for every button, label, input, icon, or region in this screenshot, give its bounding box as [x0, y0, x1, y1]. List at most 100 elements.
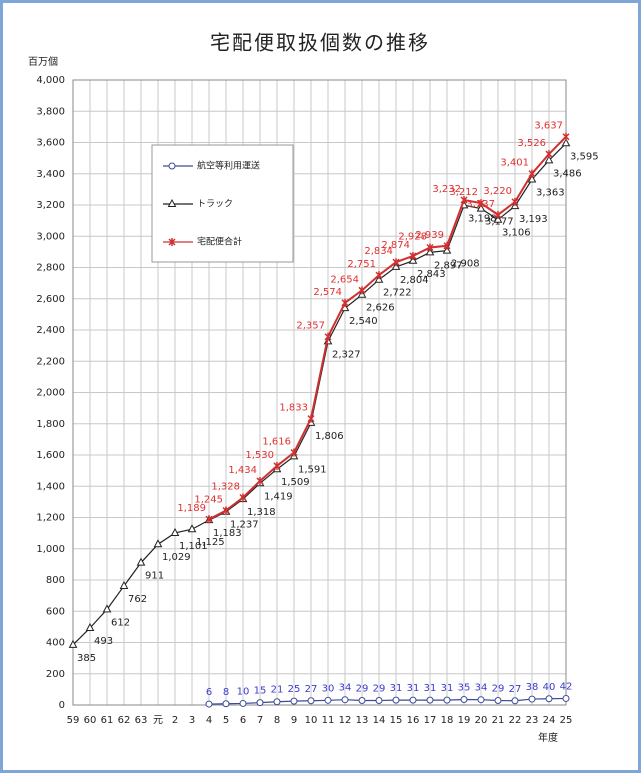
data-label: 2,357: [296, 321, 325, 332]
point: [511, 697, 519, 705]
y-tick-label: 1,600: [36, 450, 65, 461]
data-label: 8: [223, 687, 229, 698]
point: [85, 622, 95, 631]
data-label: 1,806: [315, 431, 344, 442]
data-label: 1,029: [162, 552, 191, 563]
y-tick-label: 2,200: [36, 356, 65, 367]
x-tick-label: 4: [206, 715, 212, 726]
y-tick-label: 400: [46, 638, 65, 649]
data-label: 3,486: [553, 168, 582, 179]
data-label: 25: [288, 684, 301, 695]
y-tick-label: 1,200: [36, 513, 65, 524]
x-tick-label: 6: [240, 715, 246, 726]
data-label: 29: [373, 683, 386, 694]
point: [528, 695, 536, 703]
data-label: 30: [322, 683, 335, 694]
data-label: 3,193: [519, 214, 548, 225]
point: [460, 696, 468, 704]
y-tick-label: 0: [59, 700, 65, 711]
y-tick-label: 2,000: [36, 388, 65, 399]
x-tick-label: 13: [356, 715, 369, 726]
data-label: 3,212: [449, 187, 478, 198]
data-label: 10: [237, 686, 250, 697]
data-label: 3,526: [517, 138, 546, 149]
x-tick-label: 59: [67, 715, 80, 726]
data-label: 1,509: [281, 477, 310, 488]
data-label: 3,401: [500, 158, 529, 169]
data-label: 27: [305, 684, 318, 695]
data-label: 2,804: [400, 275, 429, 286]
data-label: 2,654: [330, 274, 359, 285]
data-label: 1,101: [179, 541, 208, 552]
point: [358, 696, 366, 704]
point: [119, 580, 129, 589]
point: [426, 696, 434, 704]
x-tick-label: 23: [526, 715, 539, 726]
y-tick-label: 1,400: [36, 481, 65, 492]
data-label: 3,232: [432, 184, 461, 195]
data-label: 3,137: [466, 199, 495, 210]
point: [170, 527, 180, 536]
data-label: 2,626: [366, 303, 395, 314]
point: [527, 174, 537, 183]
data-label: 2,574: [313, 287, 342, 298]
x-tick-label: 18: [441, 715, 454, 726]
point: [494, 210, 502, 219]
x-tick-label: 15: [390, 715, 403, 726]
x-tick-label: 63: [135, 715, 148, 726]
data-label: 612: [111, 617, 130, 628]
data-label: 911: [145, 571, 164, 582]
plot-border: [72, 79, 567, 706]
x-tick-label: 9: [291, 715, 297, 726]
legend-label: トラック: [197, 199, 233, 210]
y-tick-label: 3,200: [36, 200, 65, 211]
point: [324, 696, 332, 704]
data-label: 42: [560, 681, 573, 692]
x-tick-label: 10: [305, 715, 318, 726]
x-tick-label: 62: [118, 715, 131, 726]
x-axis-label: 年度: [538, 731, 558, 744]
data-label: 3,220: [483, 186, 512, 197]
data-label: 40: [543, 682, 556, 693]
data-label: 29: [356, 683, 369, 694]
series-line: [208, 136, 567, 521]
data-label: 1,245: [194, 494, 223, 505]
point: [222, 700, 230, 708]
x-tick-label: 5: [223, 715, 229, 726]
data-label: 2,843: [417, 269, 446, 280]
data-label: 1,318: [247, 507, 276, 518]
x-tick-label: 16: [407, 715, 420, 726]
data-label: 31: [390, 683, 403, 694]
point: [409, 696, 417, 704]
point: [562, 694, 570, 702]
data-label: 2,751: [347, 259, 376, 270]
data-label: 1,530: [245, 450, 274, 461]
point: [562, 132, 570, 141]
data-label: 2,897: [434, 260, 463, 271]
data-label: 2,834: [364, 246, 393, 257]
data-label: 3,106: [502, 228, 531, 239]
point: [408, 255, 418, 264]
legend-label: 航空等利用運送: [197, 160, 260, 172]
point: [375, 696, 383, 704]
x-tick-label: 25: [560, 715, 573, 726]
y-tick-label: 3,800: [36, 106, 65, 117]
data-label: 38: [526, 682, 539, 693]
point: [443, 241, 451, 250]
point: [494, 696, 502, 704]
chart-title: 宅配便取扱個数の推移: [210, 31, 430, 55]
data-label: 31: [424, 683, 437, 694]
point: [477, 199, 485, 208]
point: [476, 203, 486, 212]
x-tick-label: 8: [274, 715, 280, 726]
y-tick-label: 2,800: [36, 263, 65, 274]
data-label: 1,616: [262, 437, 291, 448]
x-tick-label: 20: [475, 715, 488, 726]
point: [168, 238, 176, 246]
y-tick-label: 4,000: [36, 75, 65, 86]
data-label: 2,939: [415, 230, 444, 241]
y-tick-label: 600: [46, 606, 65, 617]
point: [443, 696, 451, 704]
